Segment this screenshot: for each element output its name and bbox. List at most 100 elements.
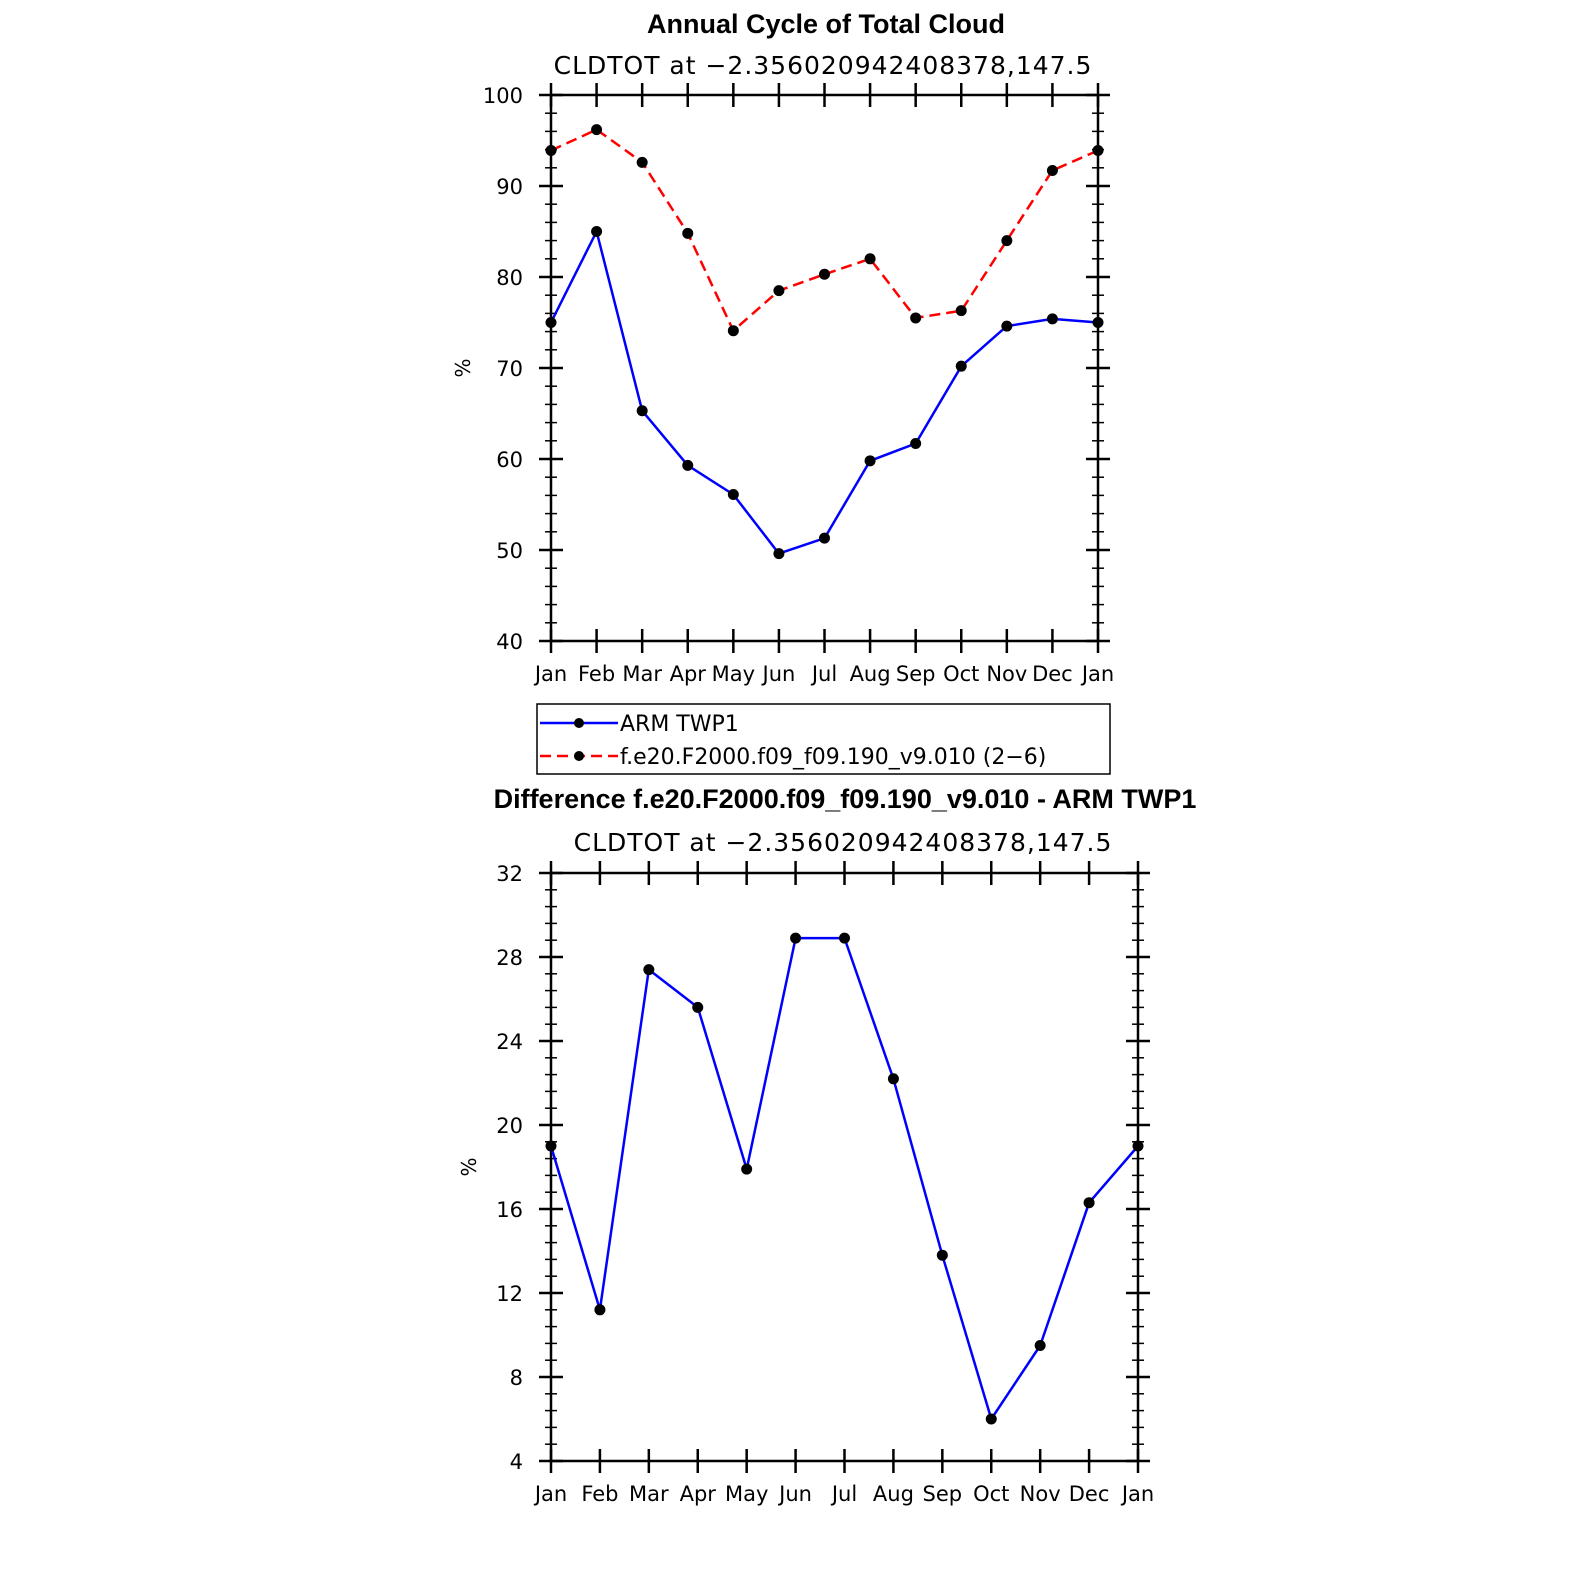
chart2-series-1-point — [741, 1163, 753, 1175]
chart2-x-tick-label: May — [725, 1482, 768, 1506]
chart2-y-tick-label: 32 — [496, 862, 523, 886]
chart1-series-2-point — [682, 227, 694, 239]
chart2-series-1-point — [692, 1001, 704, 1013]
chart1-series-2-point — [591, 124, 603, 136]
chart1-x-tick-label: May — [712, 662, 755, 686]
chart2-series-1-point — [643, 964, 655, 976]
chart2-y-axis-label: % — [457, 1157, 481, 1176]
legend-marker-series-2 — [574, 751, 584, 761]
chart1-series-1-point — [773, 548, 785, 560]
chart1-series-1-point — [682, 459, 694, 471]
chart2-x-tick-label: Jan — [1120, 1482, 1154, 1506]
chart1-subtitle: CLDTOT at −2.356020942408378,147.5 — [554, 51, 1093, 80]
chart2-x-tick-label: Mar — [629, 1482, 669, 1506]
chart2-series-1-point — [839, 932, 850, 944]
chart1-series-2-point — [1092, 145, 1104, 157]
chart1-x-tick-label: Jun — [761, 662, 796, 686]
chart2-series-1-point — [887, 1073, 899, 1085]
chart2-series-1-point — [1034, 1340, 1046, 1351]
chart1-series-1-point — [910, 438, 922, 450]
chart2-x-tick-label: Dec — [1069, 1482, 1110, 1506]
chart2-plot-frame — [549, 871, 1140, 1463]
chart1-y-tick-label: 90 — [496, 175, 523, 199]
chart1-y-axis-label: % — [451, 358, 475, 377]
chart1-y-tick-label: 100 — [483, 84, 523, 108]
chart2-series-1-point — [985, 1413, 997, 1425]
chart1-series-1-point — [1092, 317, 1104, 328]
chart1-series-2-point — [1001, 235, 1013, 247]
chart1-series-2-line — [550, 128, 1099, 332]
chart1-x-tick-label: Jan — [1080, 662, 1114, 686]
chart2-x-tick-label: Jan — [533, 1482, 567, 1506]
chart2-x-tick-label: Jun — [777, 1482, 812, 1506]
chart1-series-2-point — [910, 312, 922, 324]
chart1-series-2-point — [636, 156, 648, 168]
chart1-y-tick-label: 60 — [496, 448, 523, 472]
chart1-axes: Jan Feb Mar Apr May Jun Jul Aug Sep Oct Nov Dec Jan 1… — [483, 83, 1114, 686]
chart2-x-tick-label: Feb — [581, 1482, 618, 1506]
legend-label-series-1: ARM TWP1 — [620, 712, 739, 737]
chart1-series-1-point — [819, 532, 830, 544]
chart2-marks — [545, 932, 1144, 1425]
chart2-x-tick-label: Aug — [873, 1482, 914, 1506]
chart1-legend: ARM TWP1 f.e20.F2000.f09_f09.190_v9.010 … — [536, 703, 1111, 775]
chart1-y-tick-label: 50 — [496, 539, 523, 563]
chart1-y-tick-label: 80 — [496, 266, 523, 290]
chart1-series-1-point — [1001, 320, 1013, 332]
chart2-y-tick-label: 4 — [510, 1450, 523, 1474]
chart1-x-tick-label: Nov — [986, 662, 1027, 686]
chart1-series-1-point — [591, 226, 603, 237]
chart1-title: Annual Cycle of Total Cloud — [647, 9, 1005, 39]
chart2-y-tick-label: 16 — [496, 1198, 523, 1222]
chart1-series-2-point — [727, 325, 739, 337]
chart2-series-1-point — [790, 932, 802, 944]
chart1-series-2-point — [545, 145, 557, 157]
chart2-x-tick-label: Jul — [830, 1482, 857, 1506]
chart1-series-1-point — [636, 405, 648, 417]
chart1-x-tick-label: Dec — [1032, 662, 1073, 686]
chart1-x-tick-label: Mar — [622, 662, 662, 686]
chart1-x-tick-label: Apr — [670, 662, 707, 686]
chart2-title: Difference f.e20.F2000.f09_f09.190_v9.01… — [494, 784, 1197, 814]
chart2-x-tick-label: Apr — [680, 1482, 717, 1506]
chart1-x-tick-label: Sep — [896, 662, 936, 686]
legend-label-series-2: f.e20.F2000.f09_f09.190_v9.010 (2−6) — [620, 745, 1046, 770]
chart1-series-2-point — [1046, 165, 1058, 177]
chart2-x-tick-label: Nov — [1020, 1482, 1061, 1506]
chart1-series-1-point — [955, 360, 967, 372]
chart1-series-2-point — [864, 253, 876, 265]
chart1-x-tick-label: Oct — [943, 662, 979, 686]
chart2-series-1-point — [1132, 1140, 1144, 1152]
chart2-y-tick-label: 24 — [496, 1030, 523, 1054]
legend-box — [536, 703, 1111, 775]
chart1-series-2-point — [819, 268, 830, 280]
chart1-y-tick-label: 70 — [496, 357, 523, 381]
chart2-y-tick-label: 20 — [496, 1114, 523, 1138]
legend-marker-series-1 — [574, 718, 584, 728]
chart2-series-1-point — [594, 1304, 606, 1316]
chart2-x-tick-label: Sep — [923, 1482, 963, 1506]
chart2-x-tick-label: Oct — [973, 1482, 1009, 1506]
chart1-series-2-point — [955, 305, 967, 317]
chart1-series-1-point — [864, 455, 876, 467]
chart1-series-1-point — [727, 488, 739, 500]
chart1-y-tick-label: 40 — [496, 630, 523, 654]
chart1-x-tick-label: Aug — [850, 662, 891, 686]
chart2-series-1-point — [936, 1249, 948, 1261]
chart1-x-tick-label: Jul — [810, 662, 837, 686]
chart2-y-tick-label: 28 — [496, 946, 523, 970]
chart1-marks — [545, 124, 1104, 560]
chart2-y-tick-label: 8 — [510, 1366, 523, 1390]
chart2-series-1-line — [549, 936, 1139, 1421]
chart1-series-1-point — [545, 317, 557, 328]
chart1-series-1-point — [1046, 313, 1058, 325]
chart1-x-tick-label: Feb — [578, 662, 615, 686]
chart2-series-1-point — [545, 1140, 557, 1152]
chart1-series-2-point — [773, 285, 785, 297]
chart2-subtitle: CLDTOT at −2.356020942408378,147.5 — [574, 828, 1113, 857]
chart1-series-1-line — [549, 230, 1099, 555]
chart1-plot-frame — [549, 93, 1100, 643]
chart1-x-tick-label: Jan — [533, 662, 567, 686]
chart2-series-1-point — [1083, 1197, 1095, 1209]
